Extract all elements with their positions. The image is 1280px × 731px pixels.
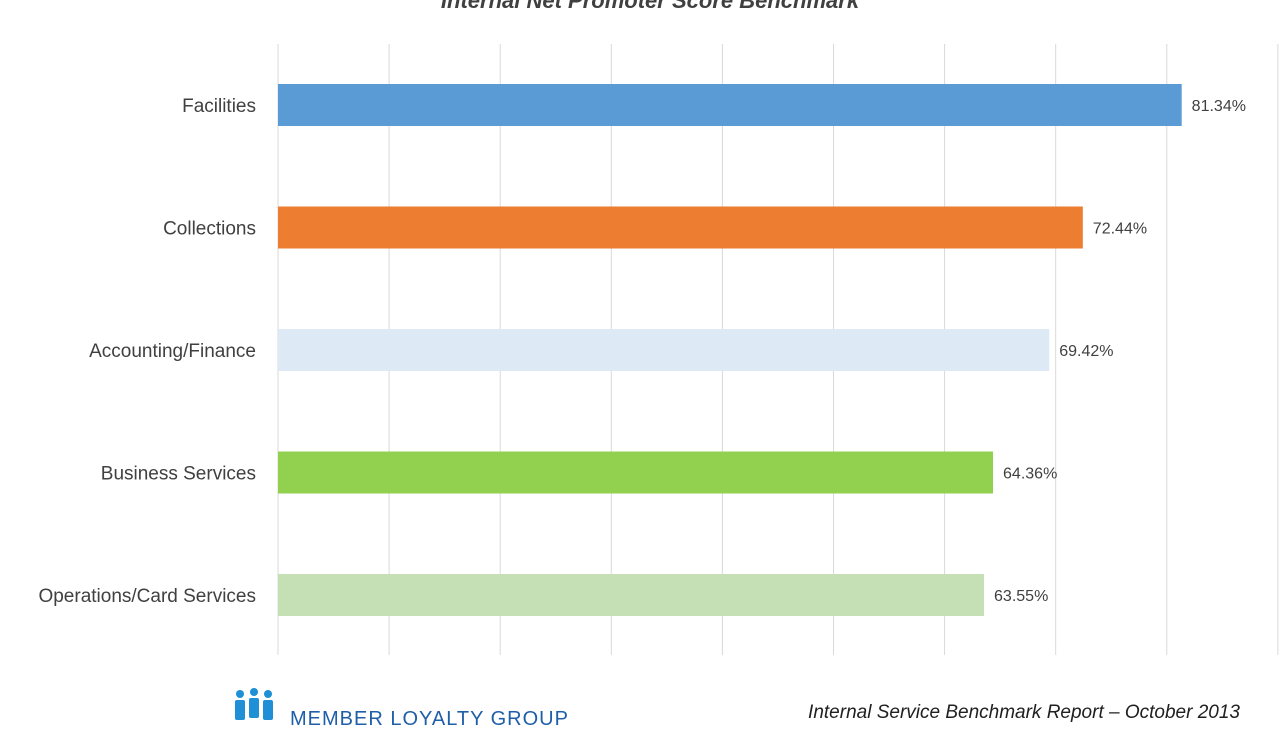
footer-logo: MEMBER LOYALTY GROUP <box>230 688 569 730</box>
bar-3 <box>278 329 1050 371</box>
data-label-5: 63.55% <box>994 588 1048 605</box>
bars <box>278 84 1182 616</box>
data-labels: 81.34% 72.44% 69.42% 64.36% 63.55% <box>994 98 1246 605</box>
data-label-3: 69.42% <box>1059 343 1113 360</box>
logo-head-2 <box>250 688 258 696</box>
category-label-4: Business Services <box>101 464 256 485</box>
bar-1 <box>278 84 1182 126</box>
bar-chart: Facilities Collections Accounting/Finance B… <box>38 44 1279 655</box>
logo-body-2 <box>249 698 259 718</box>
data-label-4: 64.36% <box>1003 466 1057 483</box>
bar-5 <box>278 574 985 616</box>
logo-head-3 <box>264 690 272 698</box>
bar-2 <box>278 206 1083 249</box>
category-label-5: Operations/Card Services <box>38 586 256 607</box>
chart-title: Internal Net Promoter Score Benchmark <box>440 0 860 13</box>
report-label: Internal Service Benchmark Report – Octo… <box>808 702 1240 723</box>
category-label-1: Facilities <box>182 96 256 117</box>
people-group-icon <box>235 688 273 720</box>
category-labels: Facilities Collections Accounting/Finance B… <box>38 96 256 607</box>
logo-body-3 <box>263 700 273 720</box>
data-label-1: 81.34% <box>1192 98 1246 115</box>
category-label-2: Collections <box>163 219 256 240</box>
data-label-2: 72.44% <box>1093 221 1147 238</box>
category-label-3: Accounting/Finance <box>89 341 256 362</box>
logo-body-1 <box>235 700 245 720</box>
bar-4 <box>278 451 994 494</box>
logo-head-1 <box>236 690 244 698</box>
